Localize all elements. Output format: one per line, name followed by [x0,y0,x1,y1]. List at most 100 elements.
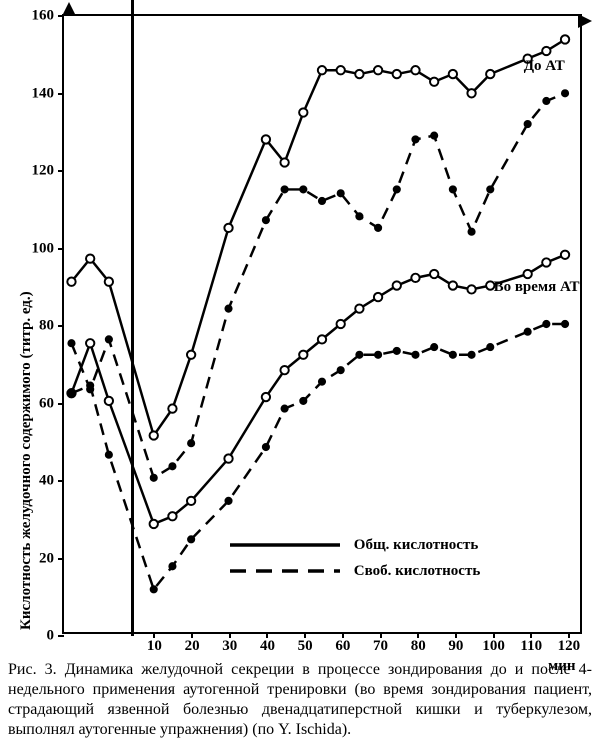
x-tick-label: 110 [520,632,542,655]
data-point [467,89,475,97]
chart-plot-area: Общ. кислотностьСвоб. кислотность 020406… [62,14,582,634]
label-before: До АТ [524,58,565,75]
data-point [486,70,494,78]
data-point [449,186,456,193]
data-point [280,158,288,166]
x-tick-label: 60 [335,632,350,655]
data-point [393,186,400,193]
data-point [187,497,195,505]
data-point [169,463,176,470]
legend-label: Общ. кислотность [354,537,478,554]
data-point [337,190,344,197]
time-zero-divider [131,0,134,636]
data-point [225,497,232,504]
data-point [561,320,568,327]
data-point [188,440,195,447]
label-during: Во время АТ [494,279,580,296]
data-point [374,293,382,301]
data-point [355,70,363,78]
data-point [430,78,438,86]
data-point [300,397,307,404]
x-tick-label: 90 [448,632,463,655]
x-tick-label: 120 [558,632,581,655]
data-point [68,340,75,347]
data-point [468,228,475,235]
data-point [449,281,457,289]
data-point [337,320,345,328]
data-point [150,586,157,593]
data-point [318,66,326,74]
data-point [449,351,456,358]
data-point [431,132,438,139]
data-point [168,404,176,412]
data-point [449,70,457,78]
data-point [337,66,345,74]
data-point [355,304,363,312]
data-point [300,186,307,193]
data-point [375,224,382,231]
data-point [412,351,419,358]
x-tick-label: 20 [185,632,200,655]
data-point [318,378,325,385]
data-point [467,285,475,293]
y-axis-label: Кислотность желудочного содержимого (тит… [18,291,35,630]
legend: Общ. кислотность Своб. кислотность [230,535,480,587]
data-point [188,536,195,543]
data-point [543,97,550,104]
data-point [224,224,232,232]
data-point [561,251,569,259]
y-tick-label: 80 [39,318,64,335]
legend-item: Своб. кислотность [230,561,480,581]
y-tick-label: 40 [39,473,64,490]
data-point [487,186,494,193]
data-point [281,405,288,412]
data-point [87,382,94,389]
data-point [105,451,112,458]
x-tick-label: 40 [260,632,275,655]
data-point [262,393,270,401]
y-tick-label: 0 [47,628,65,645]
data-point [168,512,176,520]
data-point [299,351,307,359]
y-tick-label: 60 [39,395,64,412]
data-point [524,120,531,127]
data-point [68,390,75,397]
legend-label: Своб. кислотность [354,563,480,580]
data-point [412,136,419,143]
data-point [542,47,550,55]
data-point [356,213,363,220]
data-point [542,258,550,266]
series-acid-total-before [71,40,565,436]
figure-caption: Рис. 3. Динамика желудочной секреции в п… [0,660,600,741]
data-point [169,563,176,570]
x-tick-label: 10 [147,632,162,655]
y-tick-label: 140 [32,85,65,102]
data-point [262,135,270,143]
y-tick-label: 120 [32,163,65,180]
data-point [150,520,158,528]
data-point [67,278,75,286]
data-point [375,351,382,358]
data-point [318,335,326,343]
data-point [281,186,288,193]
x-tick-label: 100 [482,632,505,655]
data-point [105,397,113,405]
data-point [487,343,494,350]
data-point [393,347,400,354]
data-point [468,351,475,358]
data-point [318,197,325,204]
data-point [411,274,419,282]
data-point [430,270,438,278]
data-point [262,443,269,450]
data-point [393,281,401,289]
data-point [262,217,269,224]
y-tick-label: 20 [39,550,64,567]
x-tick-label: 80 [411,632,426,655]
data-point [374,66,382,74]
y-tick-label: 160 [32,8,65,25]
data-point [225,305,232,312]
data-point [411,66,419,74]
data-point [224,454,232,462]
data-point [105,278,113,286]
data-point [561,90,568,97]
